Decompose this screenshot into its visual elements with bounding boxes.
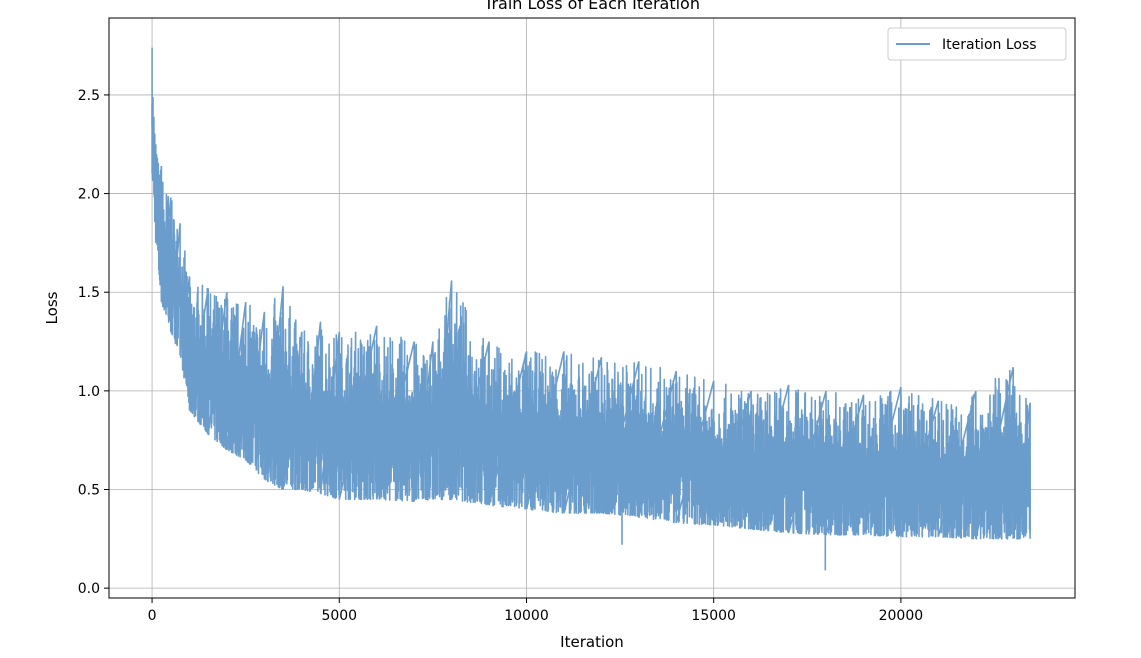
y-axis: 0.0 0.5 1.0 1.5 2.0 2.5	[78, 88, 109, 597]
series-peaks	[151, 47, 1031, 539]
y-tick-label: 2.0	[78, 187, 100, 203]
series-layer	[151, 47, 1031, 571]
x-axis: 0 5000 10000 15000 20000	[148, 598, 924, 624]
chart-title: Train Loss of Each Iteration	[483, 0, 700, 13]
legend-label: Iteration Loss	[942, 37, 1037, 53]
x-tick-label: 0	[148, 608, 157, 624]
x-tick-label: 5000	[321, 608, 357, 624]
y-tick-label: 0.0	[78, 581, 100, 597]
y-tick-label: 0.5	[78, 482, 100, 498]
x-tick-label: 20000	[879, 608, 924, 624]
y-axis-label: Loss	[43, 291, 61, 324]
y-tick-label: 1.5	[78, 285, 100, 301]
legend-box	[887, 27, 1067, 61]
y-tick-label: 1.0	[78, 384, 100, 400]
legend: Iteration Loss	[887, 27, 1067, 61]
x-tick-label: 10000	[504, 608, 549, 624]
plot-frame	[108, 17, 1076, 599]
grid-layer	[109, 18, 1075, 598]
x-tick-label: 15000	[691, 608, 736, 624]
x-axis-label: Iteration	[560, 633, 624, 651]
y-tick-label: 2.5	[78, 88, 100, 104]
